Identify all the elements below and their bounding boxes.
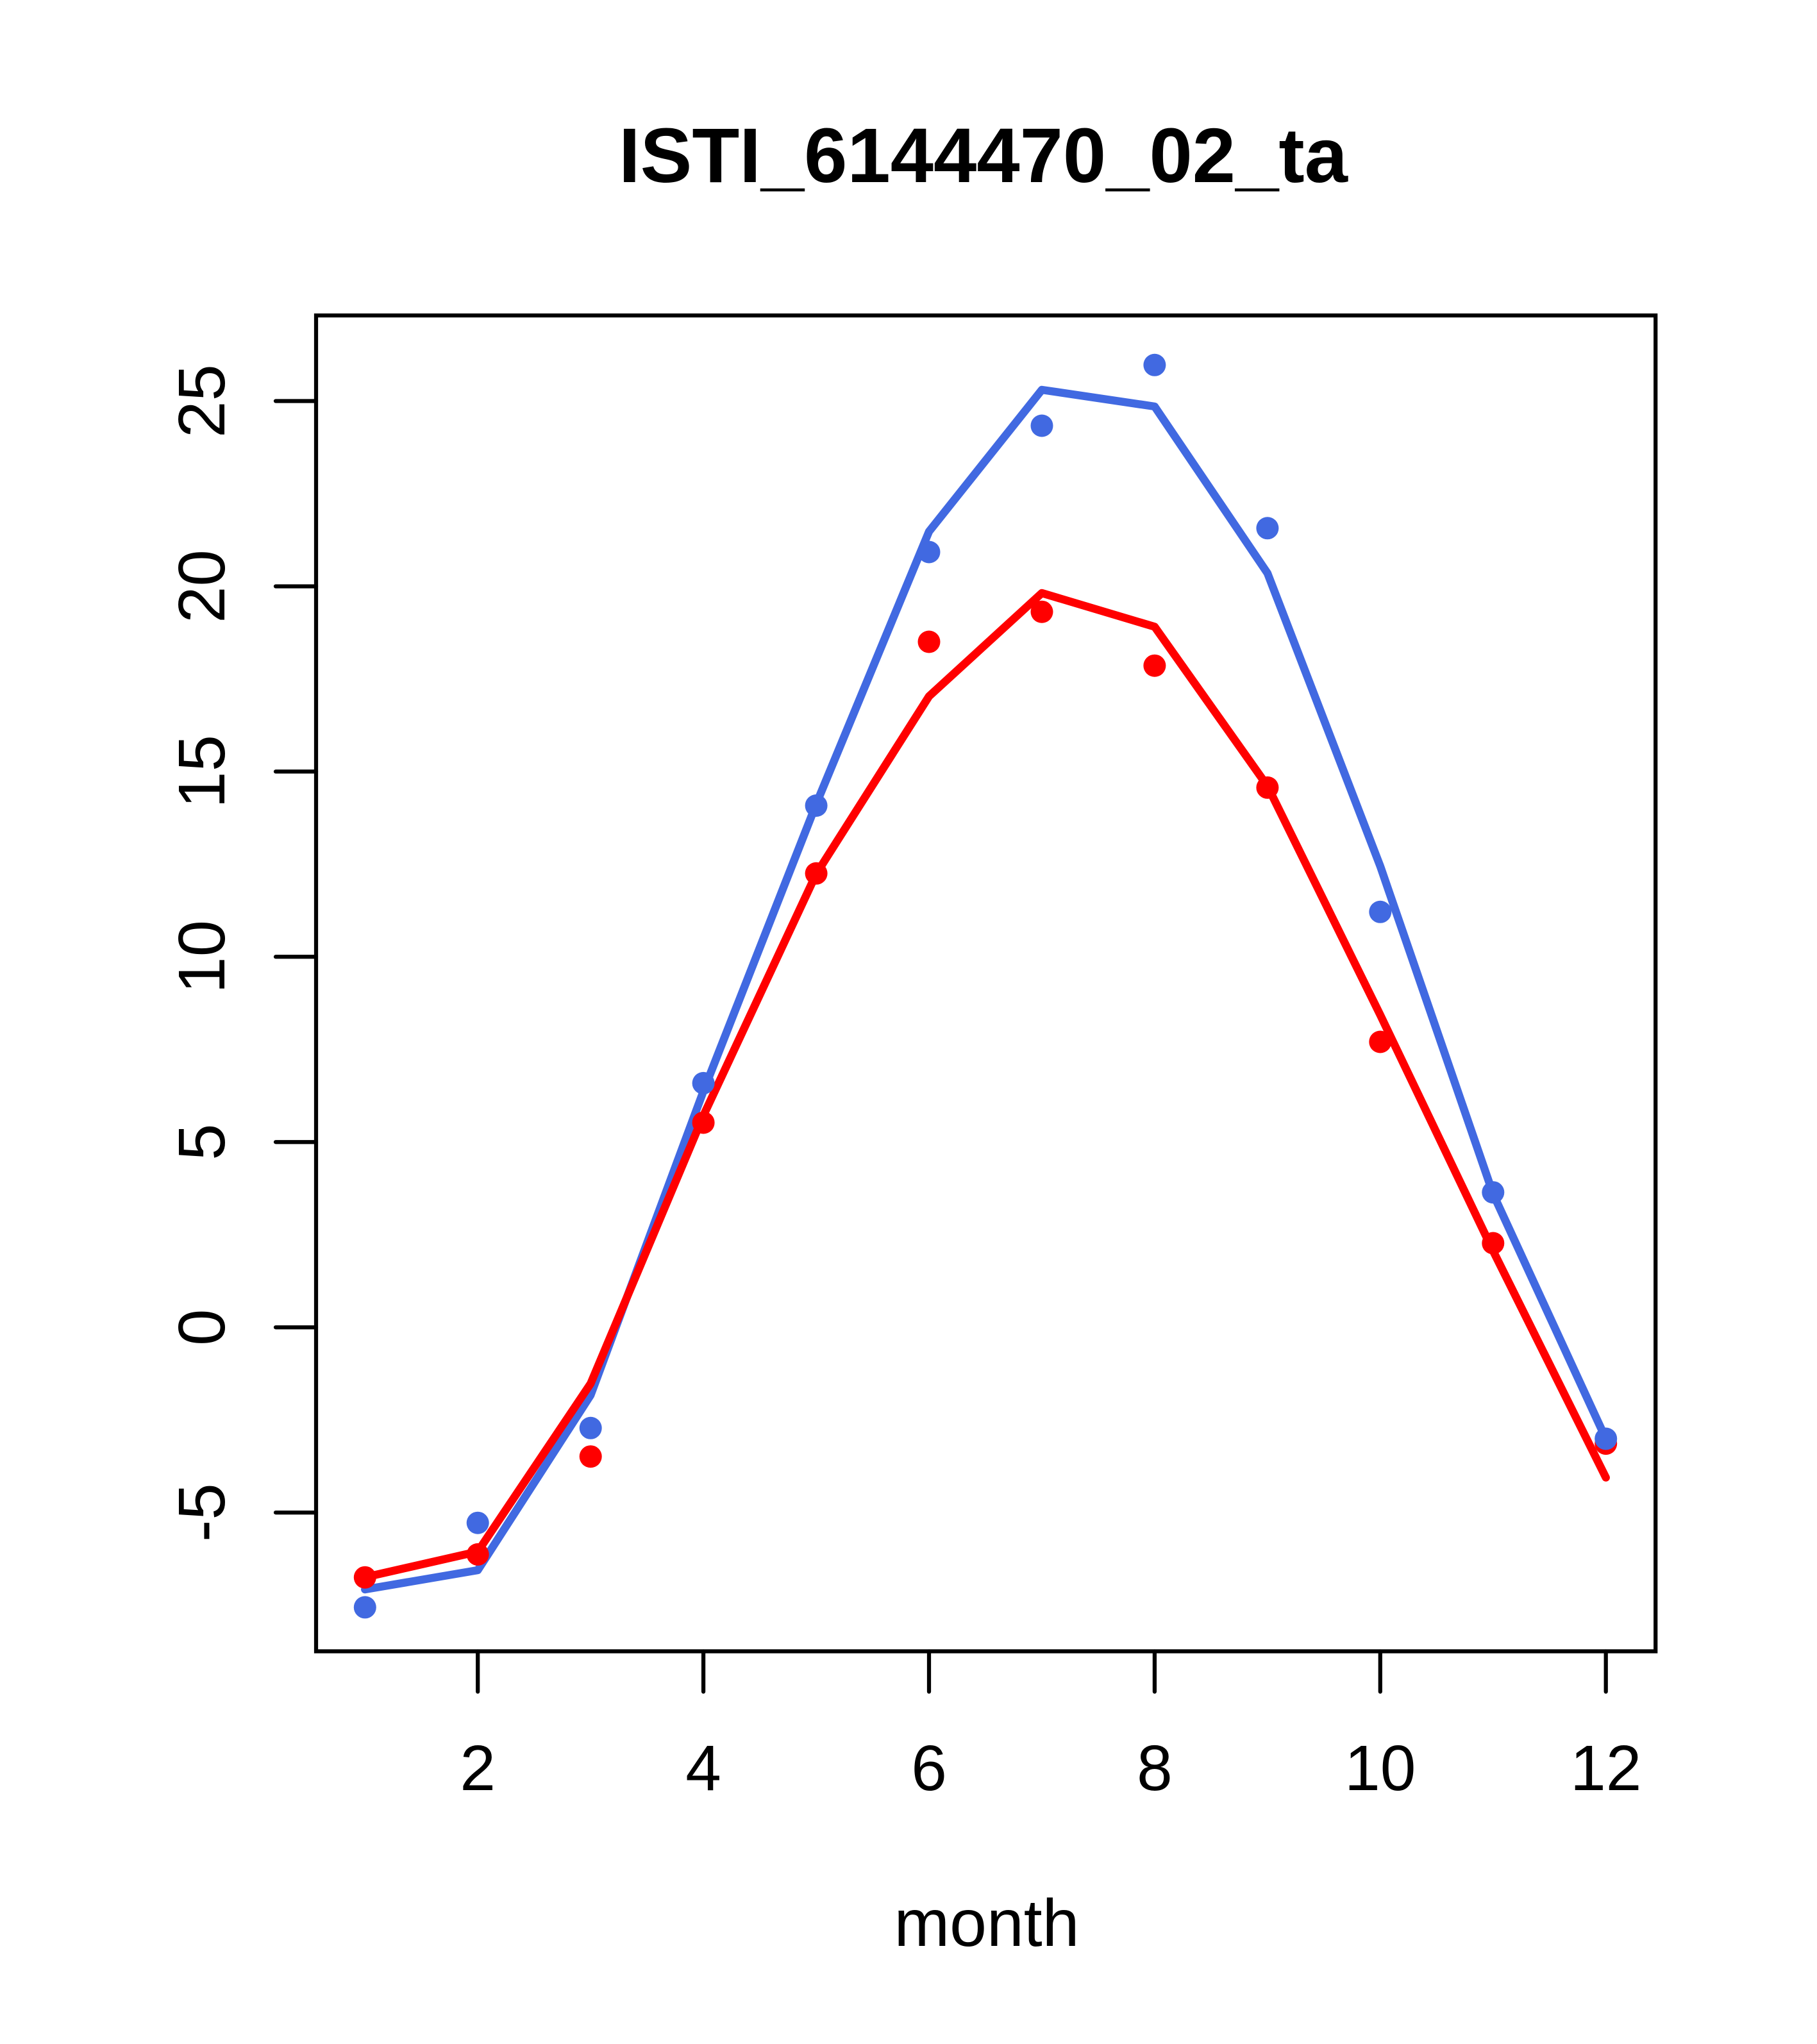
svg-text:4: 4	[685, 1732, 721, 1804]
svg-text:month: month	[894, 1886, 1079, 1961]
svg-text:5: 5	[165, 1124, 239, 1160]
svg-text:6: 6	[911, 1732, 947, 1804]
svg-text:15: 15	[165, 735, 239, 808]
svg-text:25: 25	[165, 364, 239, 438]
svg-text:8: 8	[1137, 1732, 1173, 1804]
svg-text:10: 10	[1344, 1732, 1416, 1804]
svg-text:20: 20	[165, 549, 239, 623]
svg-text:0: 0	[165, 1309, 239, 1346]
svg-text:10: 10	[165, 920, 239, 994]
svg-text:2: 2	[460, 1732, 496, 1804]
svg-text:12: 12	[1570, 1732, 1641, 1804]
svg-text:ISTI_6144470_02_ta: ISTI_6144470_02_ta	[619, 112, 1349, 199]
svg-text:-5: -5	[165, 1483, 239, 1542]
